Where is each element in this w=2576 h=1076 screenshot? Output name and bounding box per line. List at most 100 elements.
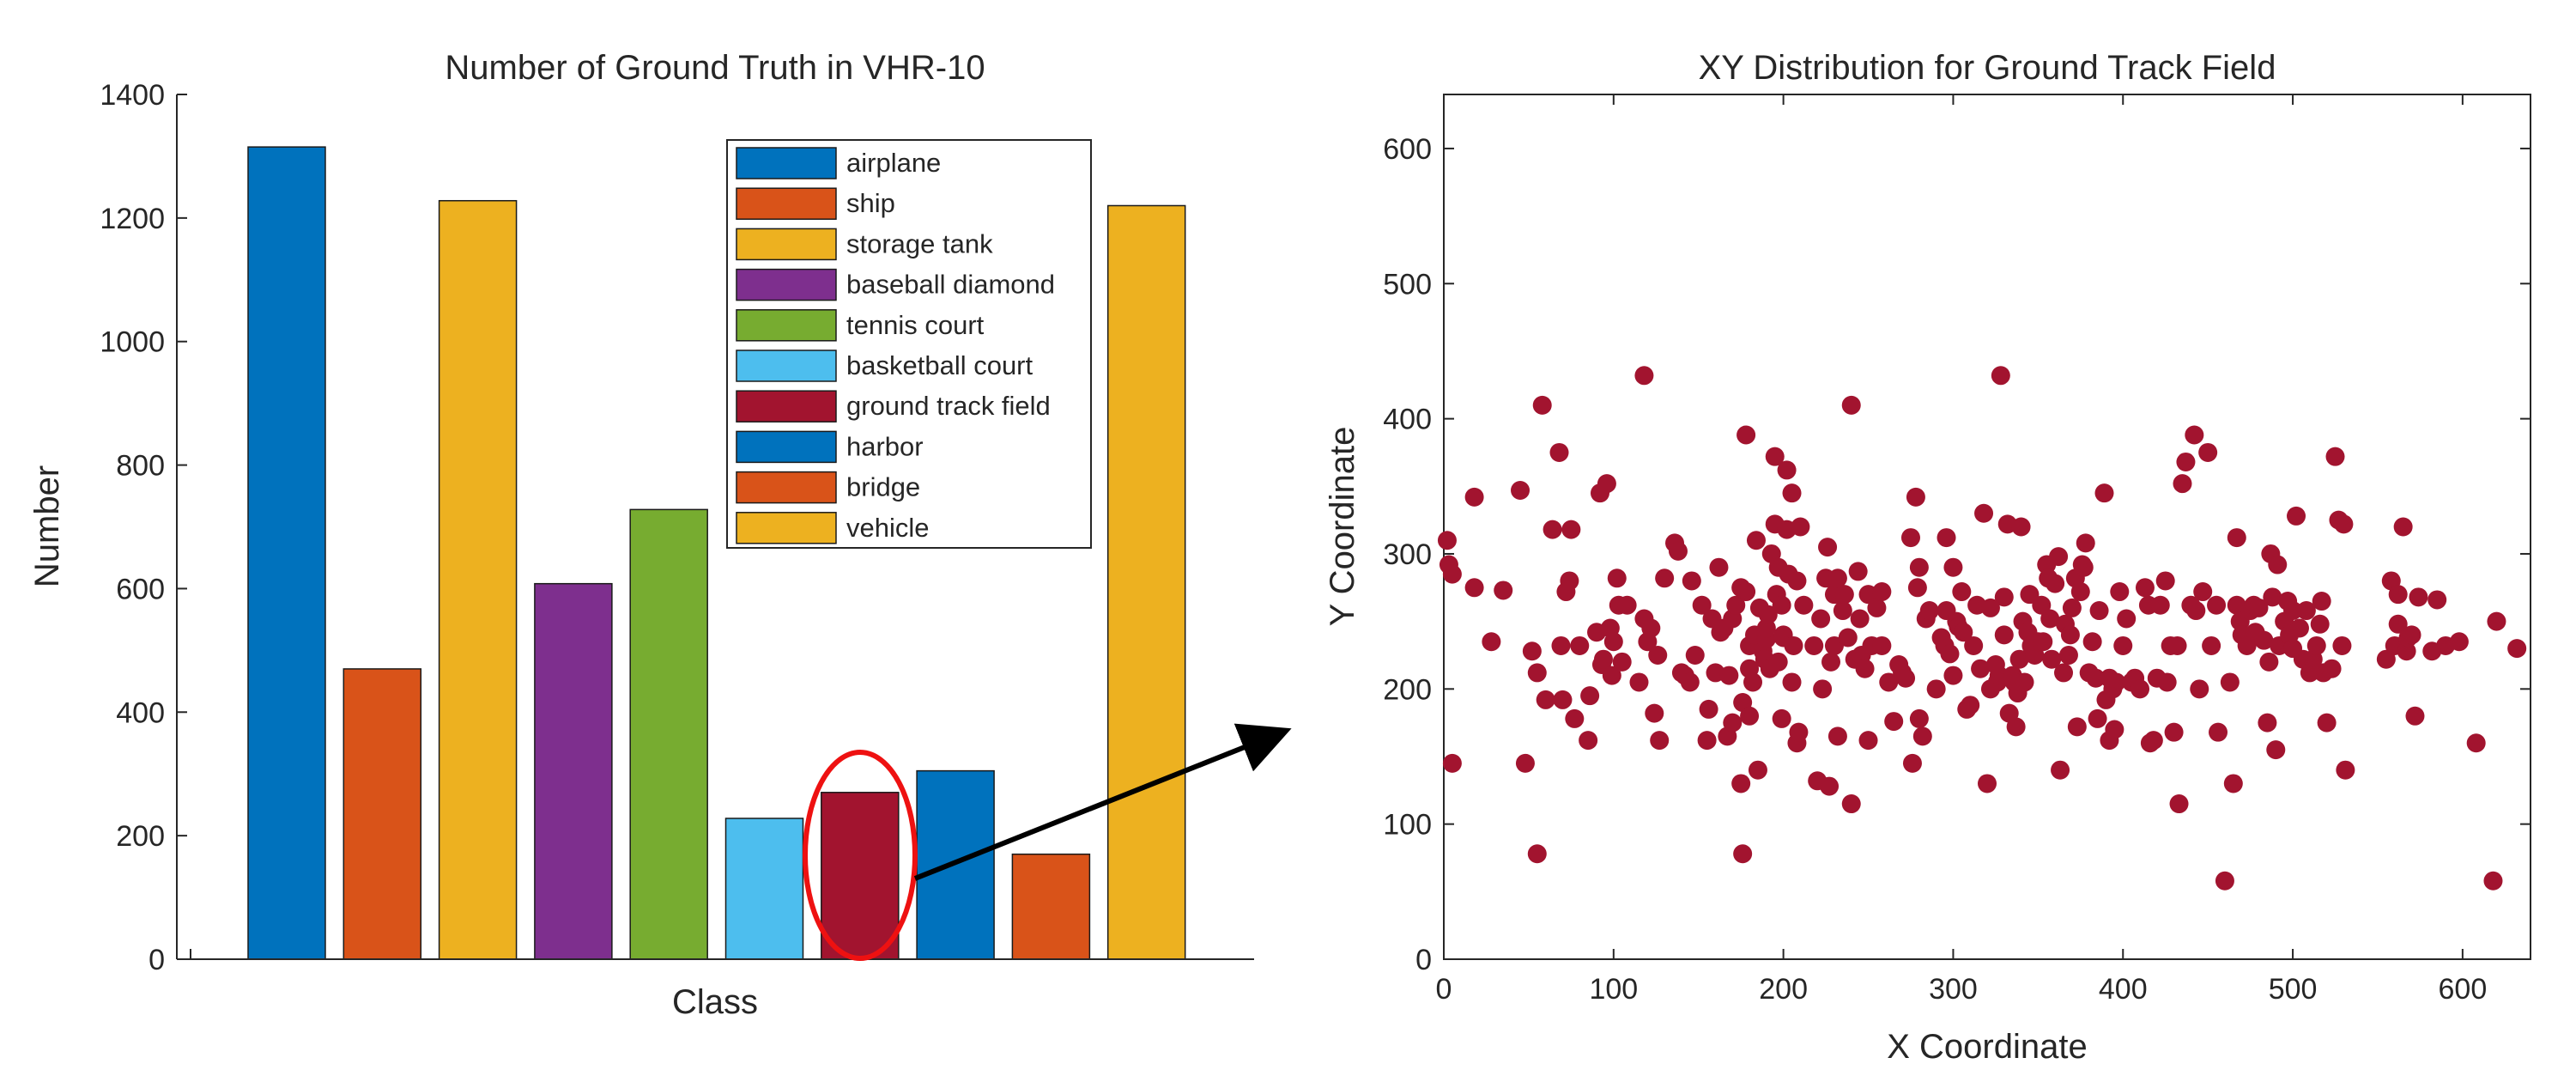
scatter-point <box>2227 528 2246 548</box>
scatter-point <box>1570 635 1590 655</box>
bar-airplane <box>247 146 326 960</box>
scatter-point <box>1991 366 2010 386</box>
bar-y-tick-label: 600 <box>116 573 165 605</box>
scatter-point <box>2487 611 2506 631</box>
scatter-point <box>2215 871 2234 891</box>
scatter-point <box>1782 483 1802 503</box>
scatter-point <box>1768 652 1788 672</box>
scatter-point <box>1442 753 1462 773</box>
scatter-y-tick-label: 0 <box>1415 944 1432 976</box>
scatter-point <box>2376 649 2396 669</box>
scatter-point <box>1850 609 1870 629</box>
scatter-point <box>1974 503 1994 523</box>
scatter-point <box>1680 672 1700 692</box>
scatter-point <box>2042 649 2062 669</box>
scatter-point <box>1629 672 1649 692</box>
scatter-point <box>1746 531 1766 550</box>
scatter-point <box>2089 601 2109 621</box>
bar-vehicle <box>1106 204 1186 960</box>
scatter-point <box>2310 614 2330 634</box>
scatter-point <box>2105 720 2124 739</box>
scatter-y-tick-label: 600 <box>1383 133 1432 166</box>
scatter-point <box>1579 731 1598 751</box>
scatter-chart: XY Distribution for Ground Track Field 0… <box>1324 49 2531 1066</box>
scatter-point <box>1900 528 1920 548</box>
bar-chart-x-label: Class <box>672 983 758 1021</box>
scatter-chart-title: XY Distribution for Ground Track Field <box>1699 49 2276 87</box>
scatter-point <box>1896 668 1916 688</box>
scatter-point <box>1907 578 1927 598</box>
scatter-point <box>1442 564 1462 584</box>
scatter-point <box>1838 628 1858 647</box>
scatter-point <box>1748 760 1767 780</box>
legend-label: ship <box>846 188 895 218</box>
scatter-point <box>1954 623 1973 642</box>
scatter-point <box>1784 635 1803 655</box>
scatter-point <box>2173 474 2192 494</box>
scatter-chart-points <box>1437 366 2527 891</box>
scatter-point <box>2223 774 2243 793</box>
scatter-point <box>2190 679 2209 699</box>
pointer-arrow <box>913 723 1292 881</box>
scatter-chart-axes-box <box>1443 94 2531 960</box>
scatter-point <box>1553 690 1573 709</box>
scatter-y-tick-label: 500 <box>1383 268 1432 301</box>
bar-y-tick-label: 1000 <box>100 326 165 359</box>
scatter-point <box>2088 708 2107 728</box>
bar-chart-bars <box>247 146 1186 960</box>
scatter-point <box>1964 635 1984 655</box>
scatter-point <box>1794 595 1814 615</box>
scatter-point <box>1961 696 1980 715</box>
scatter-point <box>1879 672 1899 692</box>
scatter-point <box>1909 557 1929 577</box>
legend-label: tennis court <box>846 310 985 340</box>
scatter-point <box>2110 582 2130 602</box>
scatter-point <box>1536 690 1555 709</box>
scatter-point <box>1782 672 1802 692</box>
scatter-point <box>2306 635 2326 655</box>
scatter-point <box>1726 595 1746 615</box>
scatter-point <box>2051 760 2070 780</box>
scatter-point <box>2113 635 2133 655</box>
legend-label: harbor <box>846 431 924 461</box>
bar-storage-tank <box>438 199 518 960</box>
scatter-point <box>1723 713 1743 733</box>
scatter-point <box>2060 625 2080 645</box>
scatter-point <box>1560 571 1579 591</box>
scatter-point <box>1777 460 1797 480</box>
scatter-point <box>1858 731 1878 751</box>
scatter-point <box>1906 487 1925 507</box>
scatter-point <box>2011 517 2031 537</box>
bar-chart-axes-background <box>177 94 1254 959</box>
scatter-point <box>2086 668 2106 688</box>
scatter-point <box>1855 659 1875 678</box>
scatter-point <box>1464 487 1484 507</box>
scatter-point <box>1494 581 1513 600</box>
scatter-point <box>1994 587 2014 607</box>
scatter-point <box>1872 635 1892 655</box>
scatter-point <box>2409 587 2428 607</box>
scatter-point <box>2046 574 2065 593</box>
scatter-point <box>1685 645 1705 665</box>
bar-chart-y-ticks: 0 200 400 600 800 1000 1200 1400 <box>100 79 187 976</box>
scatter-point <box>2296 601 2316 621</box>
scatter-point <box>1655 568 1675 588</box>
scatter-point <box>2483 871 2503 891</box>
scatter-point <box>1848 562 1868 581</box>
scatter-point <box>1597 474 1616 494</box>
scatter-point <box>1527 663 1547 683</box>
scatter-point <box>1919 601 1939 621</box>
scatter-point <box>2449 632 2469 652</box>
highlight-ellipse <box>803 750 918 961</box>
legend-label: baseball diamond <box>846 270 1055 300</box>
scatter-point <box>1668 541 1688 561</box>
scatter-point <box>2155 571 2175 591</box>
bar-y-tick-label: 800 <box>116 450 165 483</box>
scatter-point <box>2049 547 2069 567</box>
scatter-point <box>1551 635 1571 655</box>
scatter-point <box>1527 844 1547 864</box>
legend-swatch <box>736 512 837 544</box>
scatter-point <box>1645 703 1664 723</box>
scatter-point <box>2507 639 2527 659</box>
scatter-point <box>2393 517 2413 537</box>
